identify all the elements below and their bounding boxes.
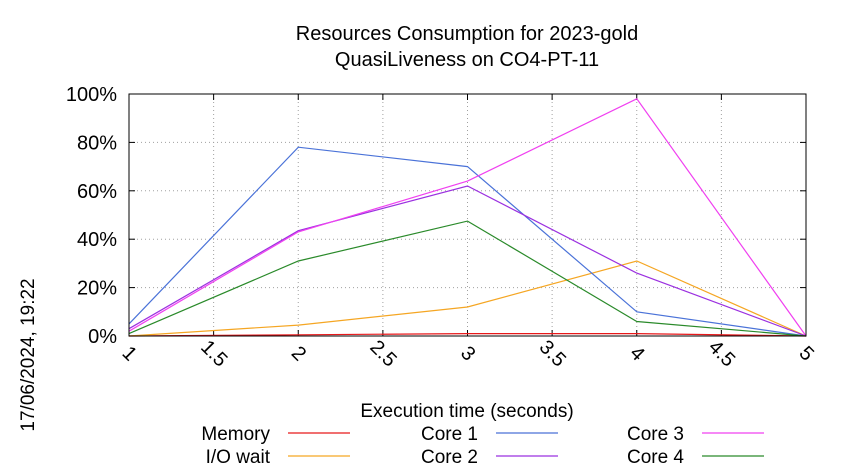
chart-title: Resources Consumption for 2023-gold [296,23,638,45]
y-tick-label: 80% [77,132,117,154]
y-tick-label: 60% [77,181,117,203]
chart-subtitle: QuasiLiveness on CO4-PT-11 [335,49,599,71]
series-lines [128,98,807,337]
plot-frame [128,93,807,337]
legend-label: I/O wait [206,447,271,468]
series-line-core-2 [128,185,807,337]
series-line-core-1 [128,146,807,337]
series-line-core-4 [128,220,807,337]
x-tick-label: 5 [795,342,818,365]
x-tick-label: 2 [287,342,310,365]
series-line-i-o-wait [128,260,807,337]
y-tick-label: 20% [77,278,117,300]
x-tick-label: 2.5 [366,336,401,371]
series-line-memory [128,333,807,337]
legend-label: Core 2 [421,447,478,468]
x-tick-label: 3 [456,342,479,365]
series-line-core-3 [128,98,807,337]
y-tick-label: 100% [66,84,117,106]
x-tick-label: 1.5 [196,336,231,371]
legend-label: Core 4 [627,447,684,468]
y-tick-label: 40% [77,229,117,251]
legend-label: Core 1 [421,424,478,445]
y-tick-label: 0% [88,326,117,348]
timestamp-label: 17/06/2024, 19:22 [18,278,39,431]
x-tick-label: 4 [625,342,648,365]
x-axis-label: Execution time (seconds) [360,401,573,422]
legend-label: Core 3 [627,424,684,445]
x-tick-label: 1 [118,342,141,365]
x-tick-label: 4.5 [704,336,739,371]
legend-label: Memory [201,424,270,445]
x-tick-label: 3.5 [535,336,570,371]
grid-lines [129,94,806,336]
